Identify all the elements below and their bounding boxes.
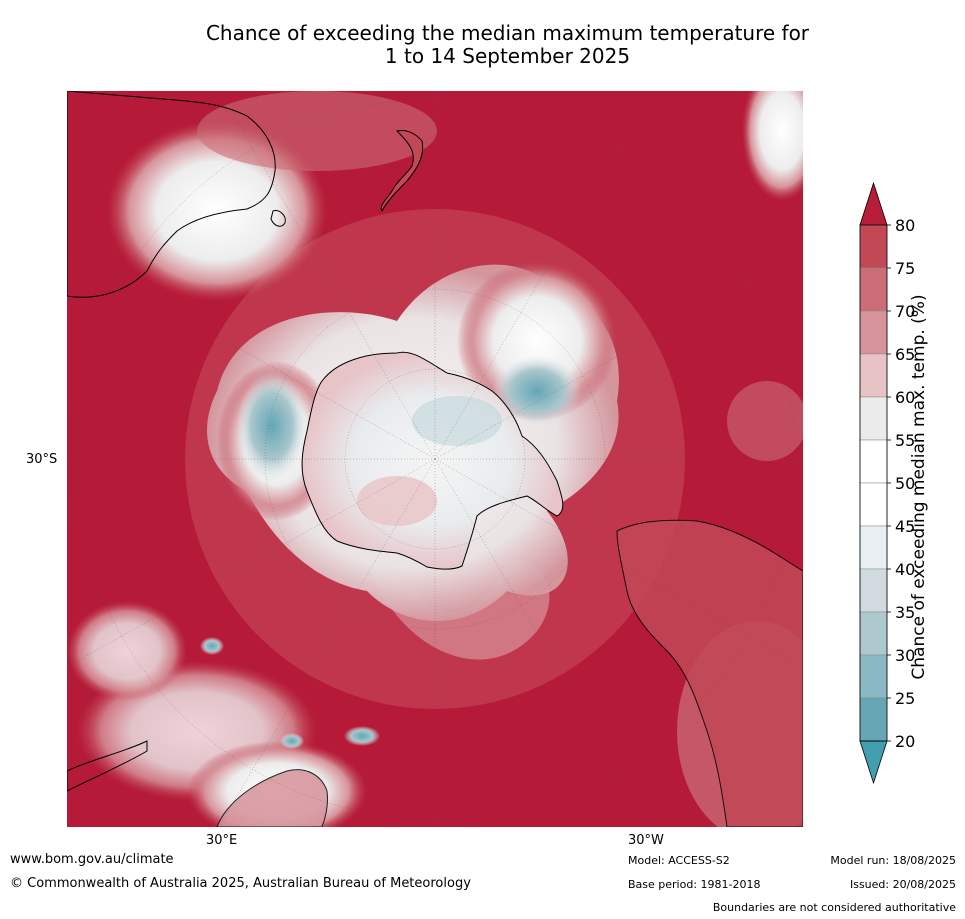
colorbar-tick-label: 20 <box>895 732 915 751</box>
colorbar-tick-label: 60 <box>895 388 915 407</box>
colorbar-tick-label: 65 <box>895 345 915 364</box>
colorbar-tick-label: 50 <box>895 474 915 493</box>
colorbar-tick-label: 75 <box>895 259 915 278</box>
colorbar-tick-label: 70 <box>895 302 915 321</box>
colorbar-title: Chance of exceeding median max. temp. (%… <box>909 294 929 680</box>
colorbar-segment <box>859 396 888 441</box>
cool-patch-east <box>492 356 582 426</box>
colorbar-tick-label: 55 <box>895 431 915 450</box>
copyright-text: © Commonwealth of Australia 2025, Austra… <box>10 876 471 891</box>
model-text: Model: ACCESS-S2 <box>628 854 730 867</box>
colorbar-segment <box>859 310 888 355</box>
cool-patch-small-2 <box>200 637 224 655</box>
colorbar-segment <box>859 224 888 269</box>
disclaimer-text: Boundaries are not considered authoritat… <box>712 901 956 914</box>
tasmania-outline <box>270 210 286 227</box>
map-svg <box>67 91 803 827</box>
colorbar-segment <box>859 482 888 527</box>
title-line-1: Chance of exceeding the median maximum t… <box>205 21 810 45</box>
colorbar-segment <box>859 353 888 398</box>
pale-region-east <box>727 381 803 461</box>
colorbar-tick-label: 35 <box>895 603 915 622</box>
colorbar: 80 75 70 65 60 55 50 45 40 35 30 25 20 <box>845 180 965 790</box>
colorbar-extend-bottom <box>859 740 888 785</box>
website-text: www.bom.gov.au/climate <box>10 852 174 867</box>
graticule <box>67 91 803 827</box>
map-title: Chance of exceeding the median maximum t… <box>0 22 965 68</box>
madagascar-outline <box>67 740 148 792</box>
colorbar-tick-label: 30 <box>895 646 915 665</box>
antarctic-interior-pink <box>357 476 437 526</box>
cool-patch-west <box>237 371 307 481</box>
title-line-2: 1 to 14 September 2025 <box>384 44 631 68</box>
issued-text: Issued: 20/08/2025 <box>849 878 956 891</box>
south-america-outline <box>616 519 803 827</box>
pale-region-ne-corner <box>742 91 803 201</box>
lon-label-30e: 30°E <box>206 833 238 848</box>
colorbar-segment <box>859 611 888 656</box>
colorbar-tick-label: 40 <box>895 560 915 579</box>
colorbar-extend-top <box>859 181 888 226</box>
colorbar-segment <box>859 697 888 742</box>
australia-outline <box>67 91 276 298</box>
lon-label-30w: 30°W <box>628 833 664 848</box>
southern-africa-outline <box>216 769 328 827</box>
colorbar-segment <box>859 568 888 613</box>
colorbar-segment <box>859 439 888 484</box>
colorbar-tick-label: 80 <box>895 216 915 235</box>
pale-region-sw-corner <box>67 601 187 701</box>
lat-label-30s: 30°S <box>26 452 58 467</box>
cool-patch-small-1 <box>344 726 380 746</box>
colorbar-segment <box>859 654 888 699</box>
colorbar-segment <box>859 267 888 312</box>
cool-patch-small-3 <box>280 733 304 749</box>
colorbar-svg: 80 75 70 65 60 55 50 45 40 35 30 25 20 <box>859 181 915 785</box>
colorbar-segment <box>859 525 888 570</box>
colorbar-tick-label: 25 <box>895 689 915 708</box>
new-zealand-outline <box>380 130 424 213</box>
pale-region-north-central <box>197 91 437 171</box>
model-run-text: Model run: 18/08/2025 <box>830 854 956 867</box>
antarctic-interior-blue <box>412 396 502 446</box>
colorbar-tick-label: 45 <box>895 517 915 536</box>
probability-map <box>67 91 803 827</box>
base-period-text: Base period: 1981-2018 <box>628 878 761 891</box>
